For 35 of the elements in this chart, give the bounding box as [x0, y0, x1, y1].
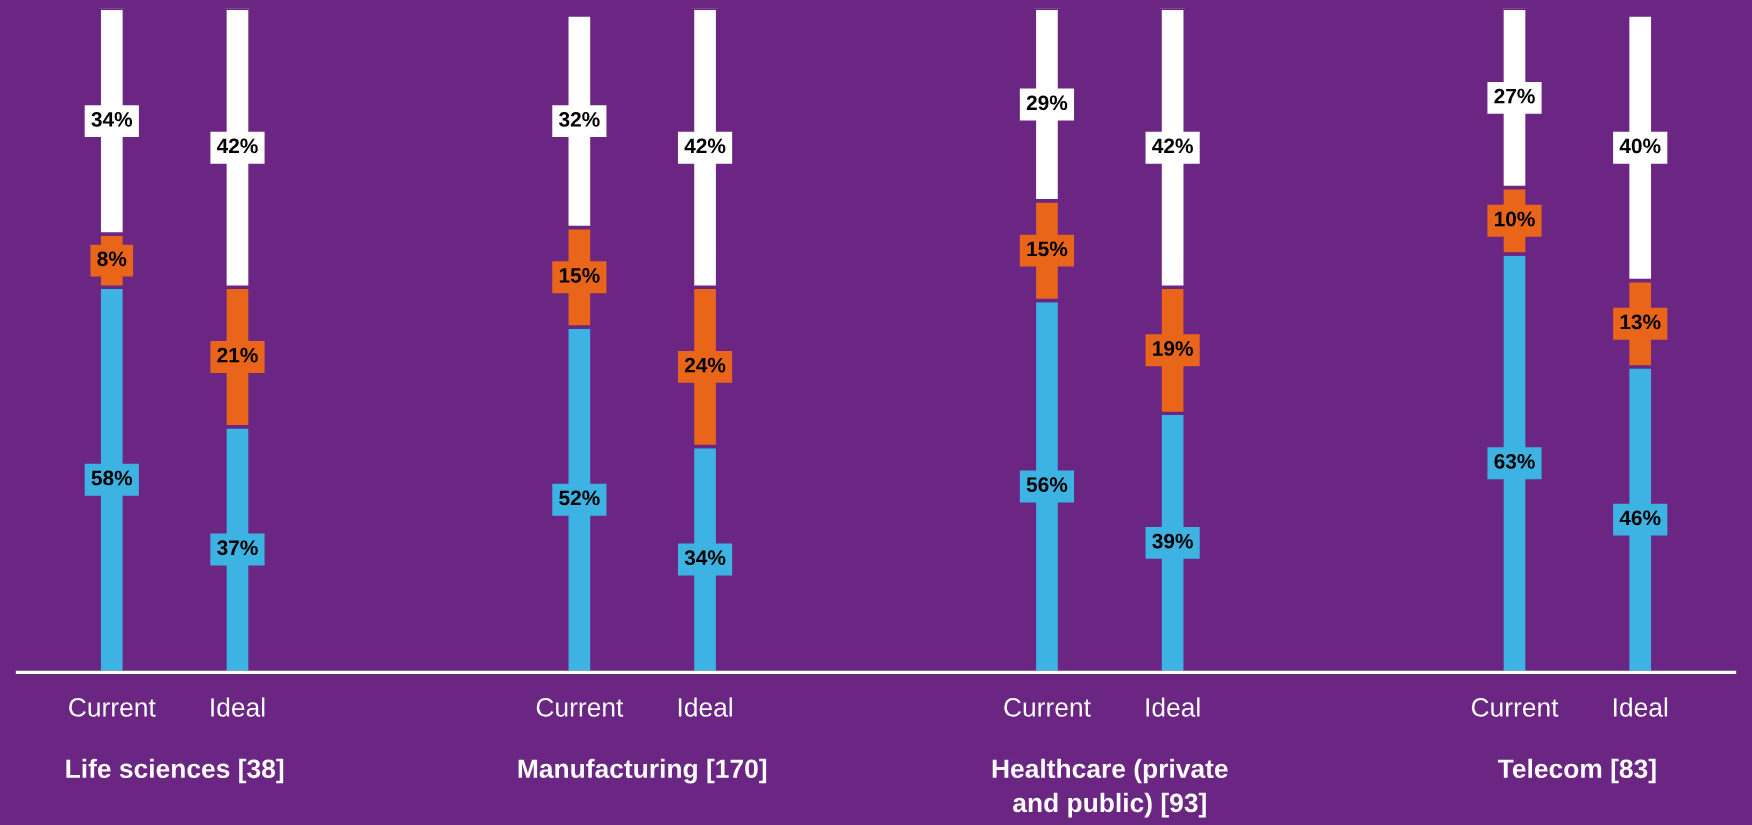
data-label: 24% — [684, 357, 726, 373]
text: Healthcare (private and public) [93] — [992, 758, 1228, 818]
data-label: 27% — [1494, 88, 1535, 104]
data-label: 34% — [91, 111, 133, 127]
text: Manufacturing [170] — [518, 758, 767, 784]
x-tick-label: Ideal — [1146, 697, 1200, 717]
data-label: 10% — [1494, 211, 1535, 227]
data-label: 39% — [1152, 533, 1193, 549]
data-label: 52% — [559, 490, 600, 506]
x-tick-label: Ideal — [211, 697, 265, 717]
data-label: 32% — [559, 111, 600, 127]
data-label: 58% — [91, 470, 133, 486]
data-label: 29% — [1026, 95, 1068, 111]
data-label: 42% — [1152, 138, 1193, 154]
data-label: 21% — [217, 347, 258, 363]
x-tick-label: Current — [69, 698, 156, 717]
data-label: 46% — [1619, 510, 1661, 526]
data-label: 34% — [684, 550, 726, 566]
data-label: 19% — [1153, 341, 1193, 356]
x-tick-label: Current — [536, 698, 624, 717]
x-tick-label: Current — [1004, 698, 1091, 717]
data-label: 63% — [1494, 454, 1535, 469]
text: Telecom [83] — [1497, 758, 1656, 784]
data-label: 40% — [1619, 138, 1661, 154]
x-tick-label: Current — [1471, 698, 1559, 717]
data-label: 42% — [216, 138, 258, 154]
x-tick-label: Ideal — [678, 697, 732, 717]
data-label: 56% — [1026, 477, 1068, 493]
text: Life sciences [38] — [66, 758, 284, 784]
data-label: 37% — [217, 540, 258, 556]
x-tick-label: Ideal — [1614, 697, 1668, 717]
data-label: 42% — [684, 138, 726, 154]
data-label: 15% — [1027, 241, 1068, 257]
data-label: 15% — [559, 268, 600, 283]
data-label: 13% — [1620, 314, 1661, 330]
